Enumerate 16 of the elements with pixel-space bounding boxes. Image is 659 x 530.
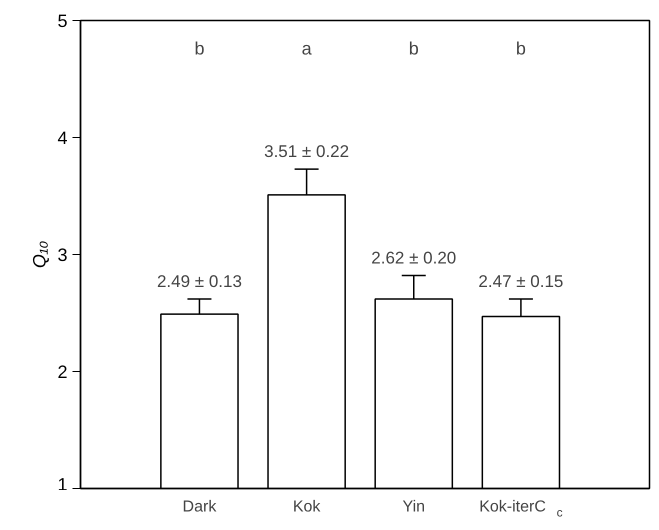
y-tick-label: 2 <box>57 362 68 382</box>
y-axis-title: Q₁₀ <box>29 240 50 268</box>
data-label: 2.49 ± 0.13 <box>156 272 242 291</box>
annotation: b <box>516 38 526 58</box>
annotation: b <box>194 38 204 58</box>
x-tick-label: Dark <box>182 498 218 516</box>
y-tick-label: 3 <box>57 245 68 265</box>
x-tick-label: Kok <box>292 498 322 516</box>
y-tick-label: 4 <box>57 128 68 148</box>
data-label: 2.47 ± 0.15 <box>478 272 564 291</box>
data-label: 3.51 ± 0.22 <box>264 142 350 162</box>
annotation: b <box>408 38 419 58</box>
x-tick-label: Yin <box>402 498 426 516</box>
y-tick-label: 5 <box>57 11 68 31</box>
data-label: 2.62 ± 0.20 <box>371 248 456 268</box>
annotation: a <box>302 38 313 58</box>
